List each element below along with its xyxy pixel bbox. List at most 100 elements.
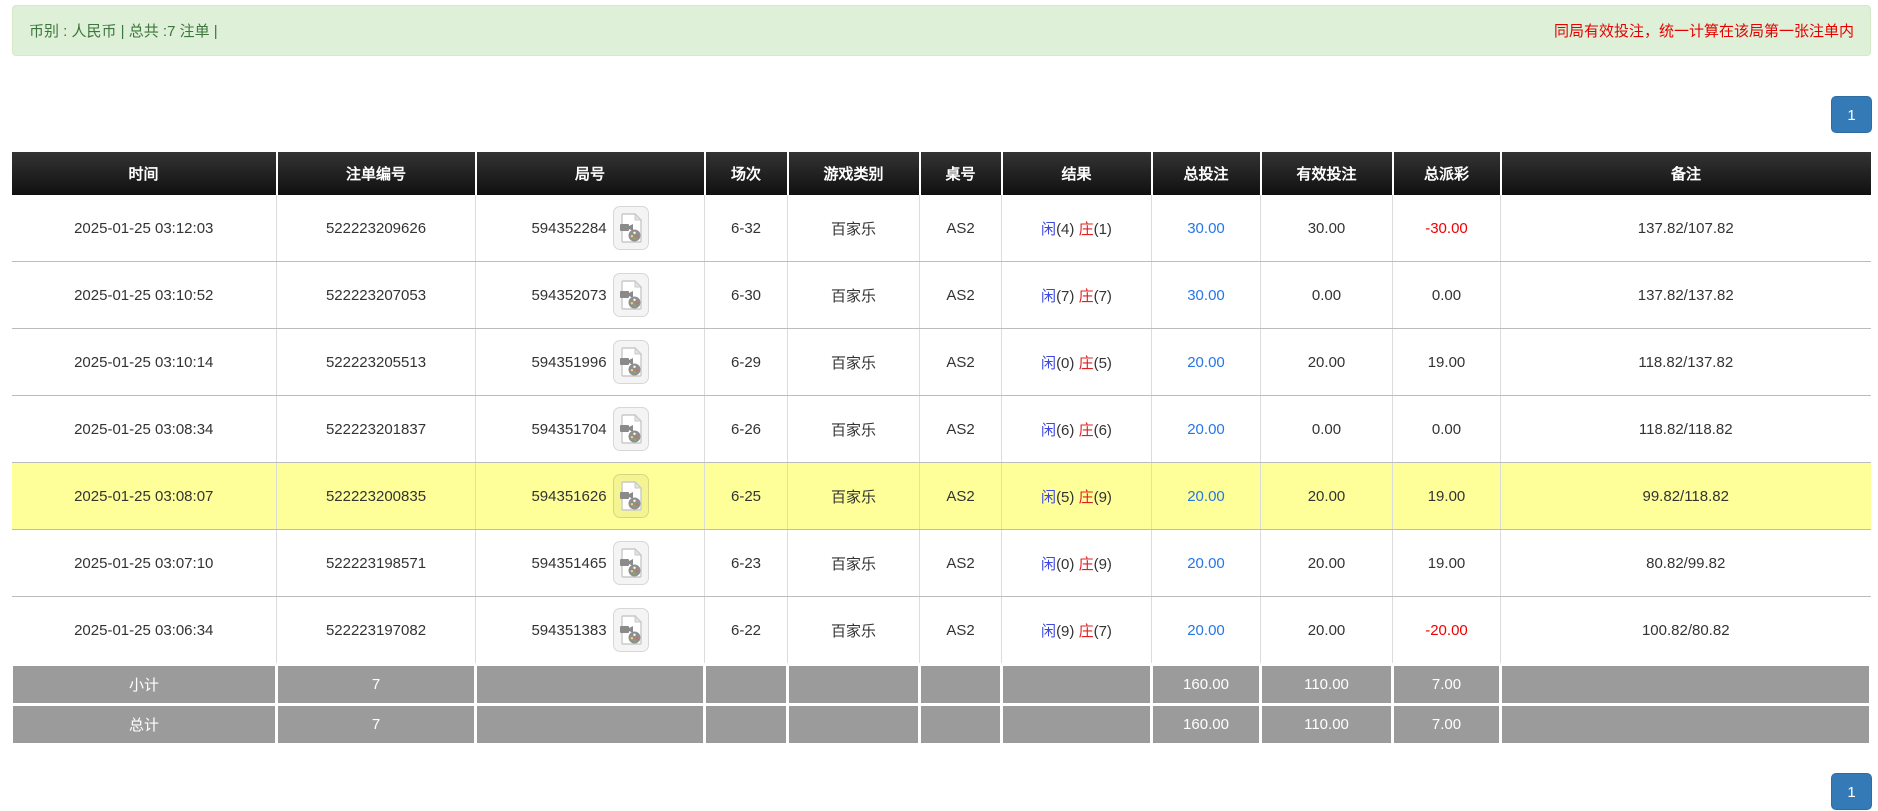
video-record-button[interactable]	[612, 608, 649, 652]
cell-round-id: 594351704	[475, 395, 705, 463]
total-label: 总计	[10, 703, 278, 746]
cell-total-bet: 20.00	[1151, 529, 1261, 597]
result-player-label: 闲	[1041, 220, 1057, 238]
cell-table: AS2	[919, 328, 1002, 396]
cell-valid-bet: 20.00	[1260, 462, 1393, 530]
total-valid-bet: 110.00	[1259, 703, 1394, 746]
header-bet-id: 注单编号	[275, 152, 477, 195]
video-record-button[interactable]	[612, 407, 649, 451]
video-record-icon	[619, 280, 642, 310]
result-banker-label: 庄	[1078, 220, 1094, 238]
cell-table: AS2	[919, 195, 1002, 262]
cell-result: 闲(6) 庄(6)	[1001, 395, 1152, 463]
result-player-value: (0)	[1056, 354, 1075, 372]
page-1-button[interactable]: 1	[1831, 96, 1872, 133]
result-player-label: 闲	[1041, 488, 1057, 506]
header-remark: 备注	[1499, 152, 1871, 195]
cell-time: 2025-01-25 03:06:34	[11, 596, 277, 665]
header-payout: 总派彩	[1391, 152, 1502, 195]
result-player-value: (7)	[1056, 287, 1075, 305]
cell-game: 百家乐	[787, 462, 920, 530]
result-banker-value: (7)	[1093, 287, 1112, 305]
video-record-button[interactable]	[612, 206, 649, 250]
cell-time: 2025-01-25 03:08:07	[11, 462, 277, 530]
subtotal-label: 小计	[10, 663, 278, 706]
cell-valid-bet: 30.00	[1260, 195, 1393, 262]
cell-total-bet: 30.00	[1151, 261, 1261, 329]
video-record-button[interactable]	[612, 474, 649, 518]
video-record-icon	[619, 347, 642, 377]
cell-valid-bet: 0.00	[1260, 261, 1393, 329]
cell-session: 6-32	[704, 195, 788, 262]
cell-bet-id: 522223209626	[276, 195, 476, 262]
result-banker-label: 庄	[1078, 287, 1094, 305]
cell-time: 2025-01-25 03:10:14	[11, 328, 277, 396]
total-row: 总计 7 160.00 110.00 7.00	[10, 703, 1872, 746]
result-player-value: (4)	[1056, 220, 1075, 238]
video-record-button[interactable]	[612, 273, 649, 317]
cell-total-bet: 20.00	[1151, 596, 1261, 665]
cell-game: 百家乐	[787, 328, 920, 396]
video-record-button[interactable]	[612, 541, 649, 585]
cell-total-bet: 20.00	[1151, 462, 1261, 530]
cell-round-id: 594352284	[475, 195, 705, 262]
cell-valid-bet: 20.00	[1260, 328, 1393, 396]
round-id-text: 594352284	[531, 219, 607, 237]
result-banker-label: 庄	[1078, 488, 1094, 506]
cell-remark: 118.82/118.82	[1500, 395, 1871, 463]
header-time: 时间	[11, 152, 278, 195]
cell-round-id: 594352073	[475, 261, 705, 329]
cell-payout: 0.00	[1392, 395, 1501, 463]
table-header: 时间 注单编号 局号 场次 游戏类别 桌号 结果 总投注 有效投注 总派彩 备注	[11, 152, 1871, 195]
cell-result: 闲(0) 庄(5)	[1001, 328, 1152, 396]
round-id-text: 594352073	[531, 286, 607, 304]
video-record-icon	[619, 414, 642, 444]
round-id-text: 594351996	[531, 353, 607, 371]
round-id-text: 594351704	[531, 420, 607, 438]
round-id-text: 594351626	[531, 487, 607, 505]
cell-session: 6-26	[704, 395, 788, 463]
page-1-button-bottom[interactable]: 1	[1831, 773, 1872, 810]
video-record-button[interactable]	[612, 340, 649, 384]
cell-payout: -30.00	[1392, 195, 1501, 262]
cell-result: 闲(4) 庄(1)	[1001, 195, 1152, 262]
cell-valid-bet: 0.00	[1260, 395, 1393, 463]
video-record-icon	[619, 481, 642, 511]
cell-payout: 19.00	[1392, 529, 1501, 597]
pagination-top: 1	[1831, 96, 1872, 133]
cell-remark: 99.82/118.82	[1500, 462, 1871, 530]
currency-summary-text: 币别 : 人民币 | 总共 :7 注单 |	[29, 23, 218, 40]
cell-result: 闲(9) 庄(7)	[1001, 596, 1152, 665]
result-player-value: (9)	[1056, 622, 1075, 640]
round-id-text: 594351383	[531, 621, 607, 639]
table-row: 2025-01-25 03:08:34 522223201837 5943517…	[11, 395, 1871, 463]
cell-time: 2025-01-25 03:12:03	[11, 195, 277, 262]
cell-remark: 137.82/107.82	[1500, 195, 1871, 262]
result-banker-value: (9)	[1093, 555, 1112, 573]
table-row: 2025-01-25 03:06:34 522223197082 5943513…	[11, 596, 1871, 665]
cell-valid-bet: 20.00	[1260, 596, 1393, 665]
result-player-value: (5)	[1056, 488, 1075, 506]
result-player-label: 闲	[1041, 287, 1057, 305]
cell-bet-id: 522223207053	[276, 261, 476, 329]
cell-payout: 19.00	[1392, 462, 1501, 530]
table-footer: 小计 7 160.00 110.00 7.00 总计 7 160.00 110.…	[10, 663, 1872, 746]
cell-round-id: 594351626	[475, 462, 705, 530]
cell-total-bet: 20.00	[1151, 328, 1261, 396]
result-player-label: 闲	[1041, 354, 1057, 372]
cell-game: 百家乐	[787, 261, 920, 329]
cell-remark: 100.82/80.82	[1500, 596, 1871, 665]
table-row: 2025-01-25 03:07:10 522223198571 5943514…	[11, 529, 1871, 597]
header-valid-bet: 有效投注	[1259, 152, 1394, 195]
cell-table: AS2	[919, 261, 1002, 329]
table-row: 2025-01-25 03:12:03 522223209626 5943522…	[11, 195, 1871, 262]
round-id-text: 594351465	[531, 554, 607, 572]
cell-round-id: 594351996	[475, 328, 705, 396]
cell-round-id: 594351465	[475, 529, 705, 597]
result-banker-label: 庄	[1078, 555, 1094, 573]
result-player-value: (6)	[1056, 421, 1075, 439]
cell-result: 闲(7) 庄(7)	[1001, 261, 1152, 329]
cell-game: 百家乐	[787, 395, 920, 463]
subtotal-count: 7	[275, 663, 477, 706]
cell-bet-id: 522223198571	[276, 529, 476, 597]
